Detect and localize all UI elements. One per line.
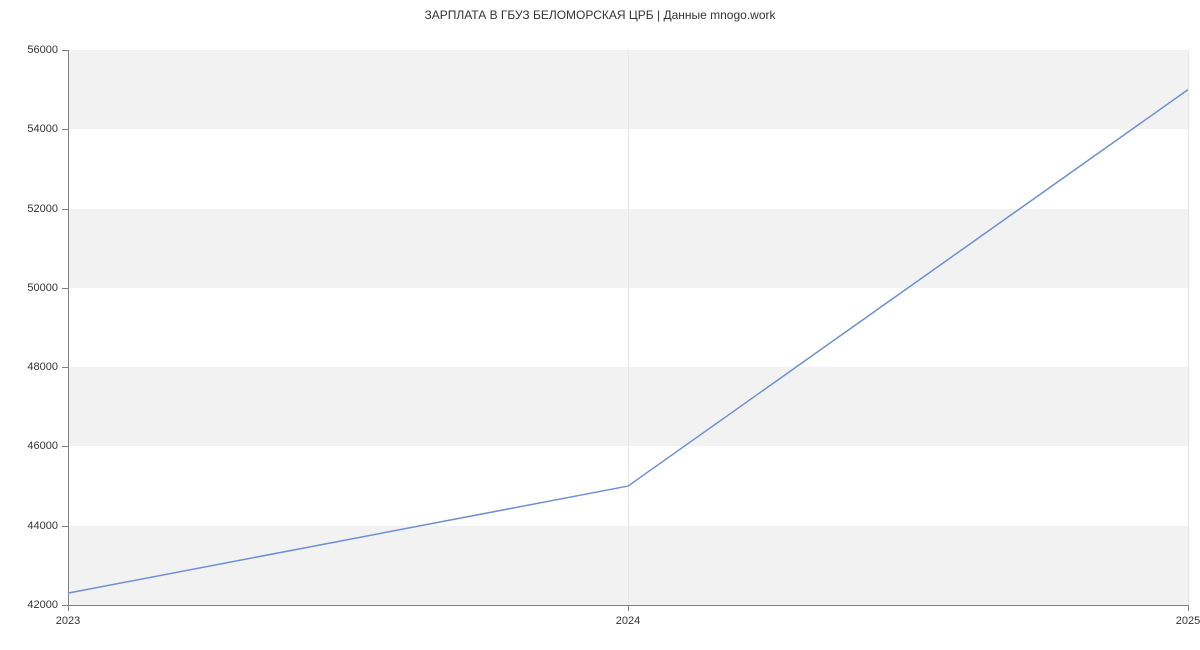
salary-line-chart: ЗАРПЛАТА В ГБУЗ БЕЛОМОРСКАЯ ЦРБ | Данные…	[0, 0, 1200, 650]
y-tick-label: 44000	[27, 520, 58, 532]
x-tick	[68, 605, 69, 611]
x-tick	[1188, 605, 1189, 611]
y-tick-label: 50000	[27, 282, 58, 294]
y-tick-label: 42000	[27, 599, 58, 611]
y-tick-label: 52000	[27, 203, 58, 215]
x-tick-label: 2023	[56, 615, 80, 627]
plot-area: 4200044000460004800050000520005400056000…	[68, 50, 1188, 605]
y-tick-label: 54000	[27, 123, 58, 135]
x-tick-label: 2025	[1176, 615, 1200, 627]
y-tick-label: 46000	[27, 440, 58, 452]
series-line	[68, 50, 1188, 605]
y-tick-label: 56000	[27, 44, 58, 56]
x-tick-label: 2024	[616, 615, 640, 627]
x-gridline	[1188, 50, 1189, 605]
x-tick	[628, 605, 629, 611]
y-tick-label: 48000	[27, 361, 58, 373]
chart-title: ЗАРПЛАТА В ГБУЗ БЕЛОМОРСКАЯ ЦРБ | Данные…	[0, 8, 1200, 22]
